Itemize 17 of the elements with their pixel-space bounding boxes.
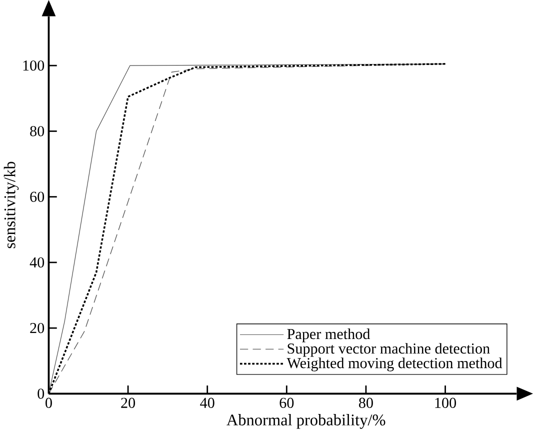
legend-label: Paper method <box>287 328 370 342</box>
x-tick-label: 80 <box>358 398 373 408</box>
y-tick-label: 80 <box>30 126 44 136</box>
x-axis-title: Abnormal probability/% <box>226 414 386 429</box>
x-tick-label: 0 <box>46 398 52 408</box>
y-tick-label: 60 <box>30 192 44 202</box>
legend-label: Support vector machine detection <box>288 343 490 357</box>
y-tick-label: 100 <box>23 60 44 71</box>
x-tick-label: 40 <box>200 398 214 408</box>
legend-label: Weighted moving detection method <box>286 358 502 372</box>
y-axis-title: sensitivity/kb <box>4 162 19 248</box>
y-tick-label: 20 <box>30 323 44 334</box>
y-tick-label: 40 <box>30 257 44 268</box>
y-tick-label: 0 <box>38 388 44 399</box>
x-tick-label: 60 <box>280 398 294 408</box>
x-tick-label: 100 <box>435 398 456 408</box>
x-tick-label: 20 <box>121 398 136 408</box>
